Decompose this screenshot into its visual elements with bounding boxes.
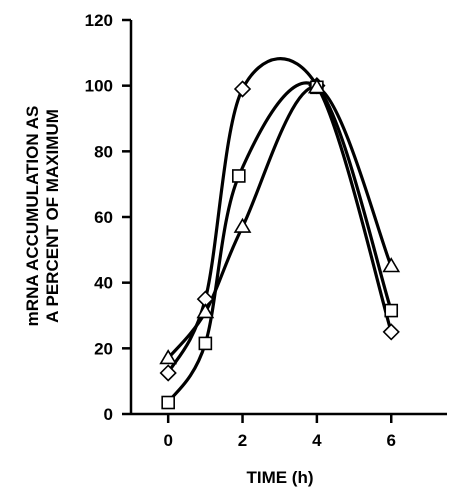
y-axis: 0 20 40 60 80 100 120 (85, 11, 133, 424)
data-point-triangle (307, 78, 326, 94)
data-point-triangle (233, 217, 252, 233)
x-tick-label: 4 (312, 431, 322, 450)
series-line-square (166, 81, 393, 405)
data-point-triangle (196, 303, 215, 319)
data-point-square (232, 169, 246, 183)
x-axis: 0 2 4 6 (131, 412, 447, 450)
x-tick-label: 2 (238, 431, 247, 450)
series-markers (159, 77, 401, 410)
y-axis-title-line-2: A PERCENT OF MAXIMUM (43, 109, 62, 323)
series-lines (166, 57, 393, 405)
y-tick-label: 0 (104, 405, 113, 424)
y-tick-label: 80 (94, 142, 113, 161)
y-tick-label: 40 (94, 274, 113, 293)
data-point-diamond (159, 364, 177, 382)
data-point-triangle (382, 257, 401, 273)
x-axis-title: TIME (h) (246, 468, 313, 487)
y-tick-label: 120 (85, 11, 113, 30)
data-point-square (161, 395, 175, 410)
x-tick-label: 6 (387, 431, 396, 450)
data-point-diamond (382, 323, 400, 341)
data-point-square (198, 336, 213, 351)
y-ticks: 0 20 40 60 80 100 120 (85, 11, 131, 424)
data-point-diamond (233, 80, 252, 98)
series-line-diamond (166, 57, 393, 375)
x-ticks: 0 2 4 6 (163, 414, 396, 450)
y-tick-label: 20 (94, 339, 113, 358)
y-tick-label: 100 (85, 77, 113, 96)
y-axis-title-line-1: mRNA ACCUMULATION AS (23, 106, 42, 327)
y-tick-label: 60 (94, 208, 113, 227)
data-point-triangle (159, 349, 178, 365)
x-tick-label: 0 (163, 431, 172, 450)
data-point-square (384, 303, 399, 318)
y-axis-title: mRNA ACCUMULATION AS A PERCENT OF MAXIMU… (23, 106, 62, 327)
